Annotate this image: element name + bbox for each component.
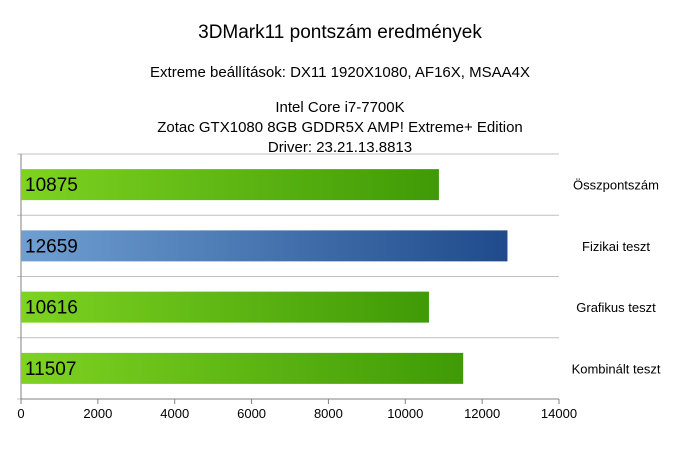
x-tick-label: 8000 — [314, 406, 343, 421]
chart-subtitle: Extreme beállítások: DX11 1920X1080, AF1… — [150, 64, 530, 81]
x-tick-label: 2000 — [83, 406, 112, 421]
data-label: 12659 — [25, 236, 78, 257]
data-label: 10616 — [25, 298, 78, 319]
info-line-cpu: Intel Core i7-7700K — [275, 99, 405, 116]
category-label: Összpontszám — [573, 178, 659, 193]
info-line-gpu: Zotac GTX1080 8GB GDDR5X AMP! Extreme+ E… — [157, 119, 523, 136]
x-tick-label: 0 — [17, 406, 24, 421]
bar — [21, 230, 508, 262]
data-label: 10875 — [25, 175, 78, 196]
category-label: Fizikai teszt — [582, 239, 650, 254]
x-tick-label: 6000 — [237, 406, 266, 421]
x-tick-label: 4000 — [160, 406, 189, 421]
bar — [21, 169, 439, 201]
data-label: 11507 — [25, 359, 76, 380]
x-tick-label: 10000 — [387, 406, 423, 421]
bar — [21, 352, 464, 384]
bar — [21, 291, 429, 323]
category-label: Grafikus teszt — [576, 300, 656, 315]
category-label: Kombinált teszt — [572, 361, 661, 376]
x-tick-label: 14000 — [541, 406, 577, 421]
chart-title: 3DMark11 pontszám eredmények — [198, 22, 482, 43]
info-line-driver: Driver: 23.21.13.8813 — [267, 139, 413, 156]
x-tick-label: 12000 — [464, 406, 500, 421]
